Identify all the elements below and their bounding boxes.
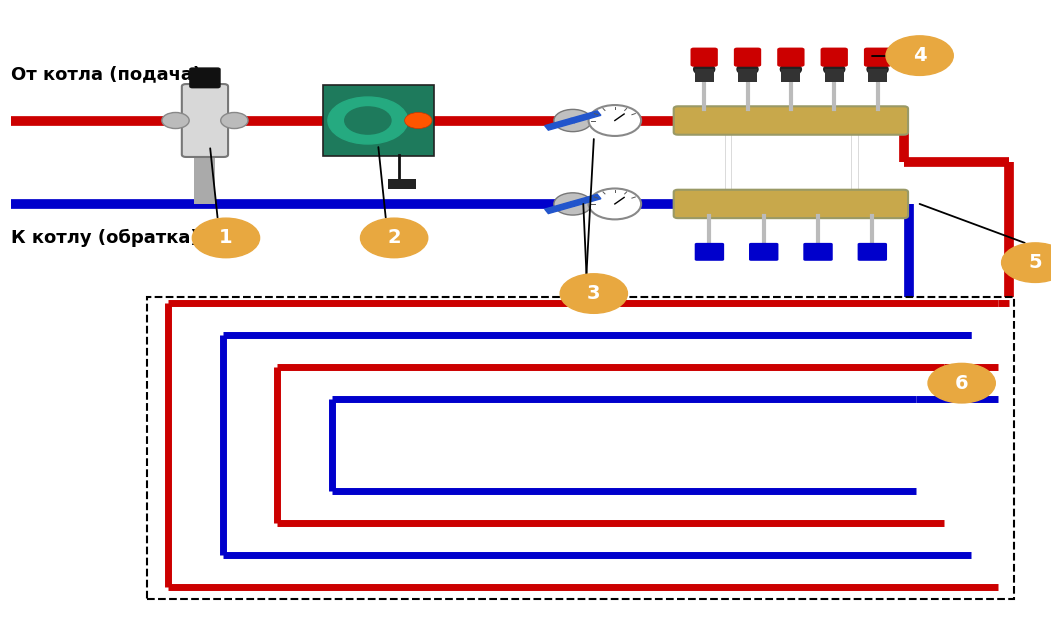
Circle shape xyxy=(928,363,995,403)
FancyBboxPatch shape xyxy=(825,69,844,82)
FancyBboxPatch shape xyxy=(782,69,801,82)
Circle shape xyxy=(405,112,432,129)
Circle shape xyxy=(560,274,627,313)
Circle shape xyxy=(554,193,592,215)
Circle shape xyxy=(886,36,953,75)
FancyBboxPatch shape xyxy=(182,84,228,157)
Circle shape xyxy=(328,97,408,144)
Text: 2: 2 xyxy=(388,229,400,247)
FancyBboxPatch shape xyxy=(674,190,908,218)
Circle shape xyxy=(780,63,802,75)
FancyBboxPatch shape xyxy=(778,48,805,67)
Circle shape xyxy=(589,105,641,136)
Circle shape xyxy=(192,218,260,258)
FancyArrow shape xyxy=(544,201,575,214)
FancyBboxPatch shape xyxy=(803,243,832,261)
FancyBboxPatch shape xyxy=(858,243,887,261)
Bar xyxy=(851,132,858,192)
FancyBboxPatch shape xyxy=(388,179,416,189)
Circle shape xyxy=(1002,243,1051,282)
Circle shape xyxy=(162,112,189,129)
FancyBboxPatch shape xyxy=(738,69,757,82)
FancyBboxPatch shape xyxy=(323,85,434,156)
Text: 1: 1 xyxy=(220,229,232,247)
Text: От котла (подача): От котла (подача) xyxy=(11,65,201,83)
FancyBboxPatch shape xyxy=(695,69,714,82)
Circle shape xyxy=(824,63,845,75)
Circle shape xyxy=(554,109,592,132)
Circle shape xyxy=(360,218,428,258)
FancyBboxPatch shape xyxy=(868,69,887,82)
FancyArrow shape xyxy=(571,194,601,206)
FancyBboxPatch shape xyxy=(821,48,848,67)
FancyBboxPatch shape xyxy=(189,67,221,88)
Circle shape xyxy=(589,188,641,219)
Bar xyxy=(725,132,731,192)
FancyArrow shape xyxy=(544,118,575,130)
FancyBboxPatch shape xyxy=(749,243,779,261)
FancyBboxPatch shape xyxy=(695,243,724,261)
Text: К котлу (обратка): К котлу (обратка) xyxy=(11,229,199,247)
Circle shape xyxy=(694,63,715,75)
Text: 6: 6 xyxy=(955,374,968,392)
FancyBboxPatch shape xyxy=(734,48,761,67)
Text: 3: 3 xyxy=(588,284,600,303)
Bar xyxy=(147,297,1014,599)
Text: 5: 5 xyxy=(1029,253,1042,272)
Circle shape xyxy=(221,112,248,129)
Circle shape xyxy=(737,63,758,75)
FancyArrow shape xyxy=(571,111,601,123)
FancyBboxPatch shape xyxy=(691,48,718,67)
FancyBboxPatch shape xyxy=(674,106,908,135)
FancyBboxPatch shape xyxy=(194,154,215,204)
Circle shape xyxy=(345,107,391,134)
Text: 4: 4 xyxy=(913,46,926,65)
Circle shape xyxy=(867,63,888,75)
FancyBboxPatch shape xyxy=(864,48,891,67)
